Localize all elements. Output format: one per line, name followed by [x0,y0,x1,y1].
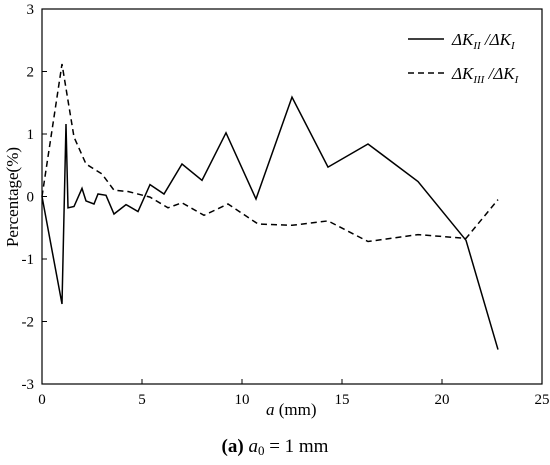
y-tick-label: -3 [22,377,35,393]
y-tick-label: 2 [27,65,35,81]
x-axis-label-unit: (mm) [275,400,317,419]
figure-caption: (a) a0 = 1 mm [222,436,329,458]
axis-ticks: 0 5 10 15 20 25 -3 -2 -1 0 1 2 3 [22,2,550,408]
caption-var: a [248,436,258,457]
x-tick-label: 5 [138,392,146,408]
y-tick-label: 0 [27,190,35,206]
caption-panel: (a) [222,436,244,457]
x-tick-label: 20 [435,392,450,408]
series-line-kiii-ki [41,63,499,243]
x-axis-label: a (mm) [266,400,317,419]
x-tick-label: 0 [38,392,46,408]
legend-label-kii: ΔKII /ΔKI [451,30,516,52]
x-axis-label-var: a [266,400,275,419]
y-tick-label: 3 [27,2,35,18]
x-tick-label: 10 [235,392,250,408]
y-tick-label: 1 [27,127,35,143]
series-line-kii-ki [41,95,499,350]
y-tick-label: -1 [22,252,35,268]
legend: ΔKII /ΔKI ΔKIII /ΔKI [408,30,520,86]
x-tick-label: 25 [535,392,550,408]
y-axis-label: Percentage(%) [3,147,22,247]
x-tick-label: 15 [335,392,350,408]
y-tick-label: -2 [22,315,35,331]
series-layer [41,63,499,350]
legend-label-kiii: ΔKIII /ΔKI [451,64,520,86]
